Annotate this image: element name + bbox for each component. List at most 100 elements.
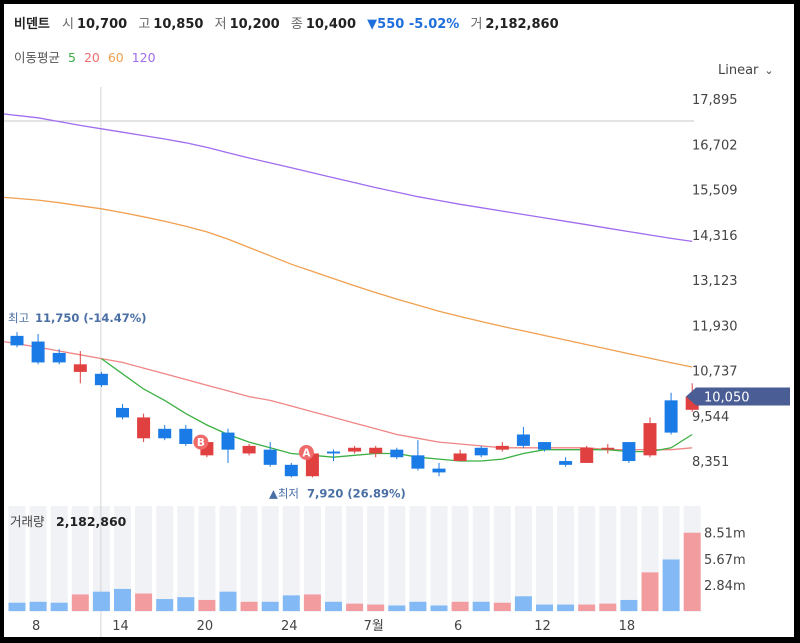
volume-bar	[92, 591, 110, 611]
volume-bar	[409, 601, 427, 611]
volume-column-bg	[599, 506, 617, 612]
volume-column-bg	[219, 506, 237, 612]
volume-bar	[303, 594, 321, 611]
volume-column-bg	[325, 506, 342, 612]
candle-body	[263, 449, 277, 465]
volume-bar	[135, 593, 153, 611]
volume-column-bg	[514, 506, 532, 612]
low-marker-value: 7,920 (26.89%)	[307, 486, 406, 500]
y-tick-label: 16,702	[692, 138, 738, 153]
volume-column-bg	[198, 506, 216, 612]
candle-body	[453, 453, 467, 462]
volume-value: 2,182,860	[485, 17, 559, 32]
event-marker-label: B	[197, 437, 205, 449]
candle-body	[474, 447, 488, 456]
ma5-line	[101, 358, 693, 462]
y-tick-label: 17,895	[692, 93, 738, 108]
volume-column-bg	[472, 506, 490, 612]
volume-bar	[29, 601, 47, 611]
y-tick-label: 13,123	[692, 274, 738, 289]
x-tick-label: 18	[619, 619, 636, 634]
current-price-label: 10,050	[704, 391, 750, 406]
x-tick-label: 20	[197, 619, 214, 634]
y-tick-label: 8,351	[692, 455, 729, 470]
volume-bar	[430, 605, 448, 611]
volume-column-bg	[620, 506, 638, 612]
volume-column-bg	[282, 506, 300, 612]
volume-bar	[219, 591, 237, 611]
x-tick-label: 14	[112, 619, 129, 634]
volume-bar	[683, 532, 701, 611]
volume-bar	[325, 601, 342, 611]
volume-column-bg	[578, 506, 596, 612]
candle-body	[31, 341, 45, 363]
ma5-legend[interactable]: 5	[68, 50, 76, 65]
y-tick-label: 15,509	[692, 184, 738, 199]
candle-body	[390, 449, 404, 458]
volume-column-bg	[29, 506, 47, 612]
stock-name: 비덴트	[14, 17, 50, 32]
volume-tick-label: 2.84m	[704, 579, 746, 594]
ma-legend-label: 이동평균	[14, 50, 61, 65]
volume-label: 거	[470, 17, 483, 32]
volume-bar	[514, 596, 532, 611]
volume-bar	[71, 594, 89, 611]
volume-column-bg	[135, 506, 153, 612]
candle-body	[137, 417, 151, 439]
candle-body	[495, 445, 509, 450]
x-tick-label: 6	[454, 619, 462, 634]
candle-body	[327, 451, 340, 454]
volume-column-bg	[240, 506, 258, 612]
high-marker-value: 11,750 (-14.47%)	[35, 311, 147, 325]
close-label: 종	[290, 17, 303, 32]
candle-body	[73, 364, 87, 372]
candle-body	[221, 432, 235, 450]
candle-body	[580, 447, 594, 463]
high-marker-prefix: 최고	[8, 311, 29, 325]
volume-column-bg	[430, 506, 448, 612]
volume-bar	[367, 604, 385, 611]
ma20-legend[interactable]: 20	[83, 50, 100, 65]
current-price-tag	[686, 387, 790, 406]
candle-body	[559, 461, 573, 465]
low-value: 10,200	[229, 17, 280, 32]
volume-bar	[536, 604, 553, 611]
volume-column-bg	[388, 506, 406, 612]
high-value: 10,850	[153, 17, 204, 32]
event-marker-b	[193, 434, 209, 450]
candle-body	[601, 447, 615, 450]
price-chart[interactable]: 17,895 16,702 15,509 14,316 13,123 11,930 10,7…	[4, 4, 794, 637]
volume-column-bg	[557, 506, 575, 612]
ma-legend: 이동평균 5 20 60 120	[14, 47, 160, 66]
ma120-line	[4, 113, 693, 243]
scale-label: Linear	[718, 63, 759, 78]
volume-column-bg	[71, 506, 89, 612]
candle-body	[622, 442, 636, 462]
x-tick-label: 7월	[364, 619, 384, 634]
ma60-legend[interactable]: 60	[107, 50, 124, 65]
ma120-legend[interactable]: 120	[131, 50, 156, 65]
volume-bar	[662, 559, 680, 611]
volume-tick-label: 8.51m	[704, 527, 746, 542]
candle-body	[432, 468, 446, 473]
ma20-line	[4, 340, 693, 451]
volume-bar	[641, 572, 659, 611]
candle-body	[158, 428, 172, 439]
volume-bar	[493, 602, 511, 611]
volume-column-bg	[156, 506, 174, 612]
volume-bar	[472, 601, 490, 611]
volume-column-bg	[451, 506, 469, 612]
volume-bar	[114, 588, 131, 611]
volume-column-bg	[261, 506, 279, 612]
candle-body	[10, 335, 24, 346]
ma60-line	[4, 196, 693, 368]
scale-dropdown[interactable]: Linear ⌄	[718, 63, 774, 78]
volume-column-bg	[367, 506, 385, 612]
candle-body	[538, 442, 551, 450]
close-value: 10,400	[305, 17, 357, 32]
quote-header: 비덴트 시 10,700 고 10,850 저 10,200 종 10,400 ▼550…	[14, 13, 566, 32]
volume-bar	[599, 603, 617, 611]
chart-frame: 비덴트 시 10,700 고 10,850 저 10,200 종 10,400 ▼550…	[4, 4, 794, 637]
low-marker-prefix: ▲최저	[269, 486, 299, 500]
candle-body	[643, 423, 657, 456]
